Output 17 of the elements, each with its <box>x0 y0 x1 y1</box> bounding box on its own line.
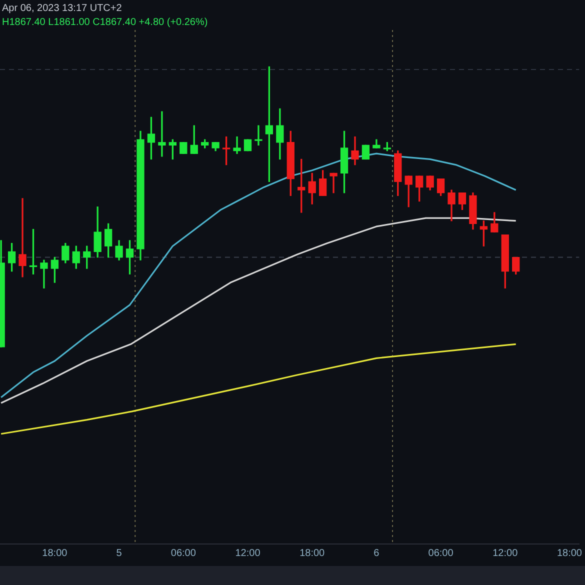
chart-title: Apr 06, 2023 13:17 UTC+2 <box>2 2 123 16</box>
chart-subtitle: H1867.40 L1861.00 C1867.40 +4.80 (+0.26%) <box>2 16 208 30</box>
candlestick <box>254 125 262 146</box>
x-tick-label: 5 <box>116 548 122 559</box>
candlestick <box>158 111 166 157</box>
candlestick <box>18 198 26 278</box>
candlestick <box>40 260 48 288</box>
x-tick-label: 18:00 <box>556 548 582 559</box>
candlestick <box>233 136 241 154</box>
candlestick <box>330 172 338 194</box>
x-tick-label: 18:00 <box>42 548 68 559</box>
x-tick-label: 06:00 <box>428 548 454 559</box>
x-tick-label: 18:00 <box>300 548 326 559</box>
x-tick-label: 12:00 <box>235 548 261 559</box>
x-tick-label: 6 <box>374 548 380 559</box>
x-tick-label: 12:00 <box>492 548 518 559</box>
x-tick-label: 06:00 <box>170 548 196 559</box>
